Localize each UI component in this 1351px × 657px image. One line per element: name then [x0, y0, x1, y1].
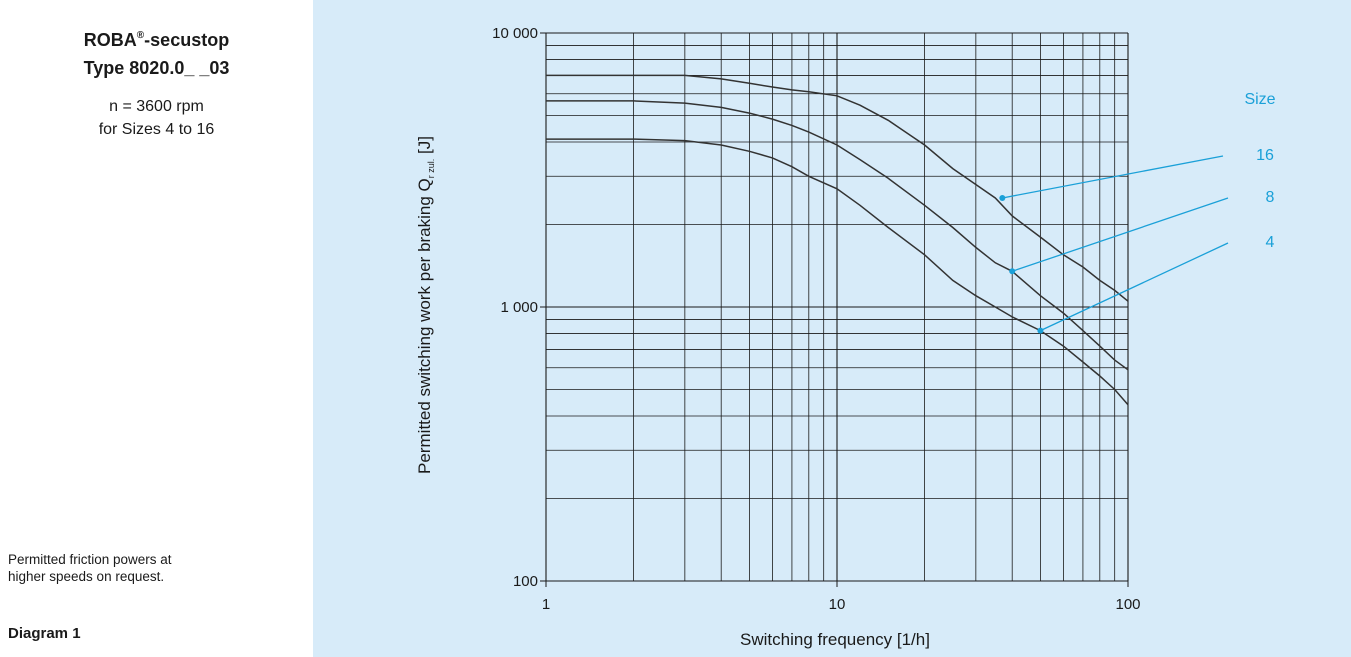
chart-grid [545, 32, 1129, 582]
axis-ticks: 1 10 100 100 1 000 10 000 [492, 25, 1140, 613]
size-4-curve [546, 138, 1129, 406]
chart-curves [546, 74, 1129, 406]
size-8-curve [546, 100, 1129, 371]
y-tick-label: 1 000 [500, 299, 538, 316]
size-8-marker [1009, 268, 1016, 275]
note-line-1: Permitted friction powers at [8, 552, 172, 567]
y-axis-title-unit: [J] [415, 136, 434, 159]
x-axis-title: Switching frequency [1/h] [740, 630, 930, 649]
x-tick-label: 1 [542, 596, 550, 613]
y-tick-label: 10 000 [492, 25, 538, 42]
size-4-label: 4 [1266, 234, 1275, 251]
speed-text: n = 3600 rpm [109, 98, 204, 115]
sizes-text: for Sizes 4 to 16 [98, 121, 215, 138]
side-panel [0, 0, 313, 657]
size-16-label: 16 [1256, 147, 1274, 164]
note-line-2: higher speeds on request. [8, 569, 165, 584]
legend-title: Size [1244, 91, 1275, 108]
registered-mark: ® [136, 30, 145, 41]
y-axis-title-main: Permitted switching work per braking Q [415, 178, 434, 474]
size-8-label: 8 [1266, 189, 1275, 206]
diagram-label: Diagram 1 [8, 625, 81, 642]
size-16-curve [546, 74, 1129, 302]
size-8-leader-line [1011, 197, 1229, 272]
x-tick-label: 100 [1115, 596, 1140, 613]
product-title-main: ROBA [83, 30, 137, 50]
size-4-marker [1037, 327, 1044, 334]
y-tick-label: 100 [513, 573, 538, 590]
size-16-marker [999, 194, 1006, 201]
size-16-leader-line [1002, 155, 1224, 199]
size-4-leader-line [1040, 242, 1229, 332]
y-axis-title: Permitted switching work per braking Qr … [415, 136, 436, 474]
x-tick-label: 10 [829, 596, 846, 613]
product-type: Type 8020.0_ _03 [83, 58, 230, 78]
product-title: ROBA®-secustop [0, 22, 313, 54]
y-axis-title-subscript: r zul. [426, 159, 436, 179]
product-title-suffix: -secustop [144, 30, 230, 50]
